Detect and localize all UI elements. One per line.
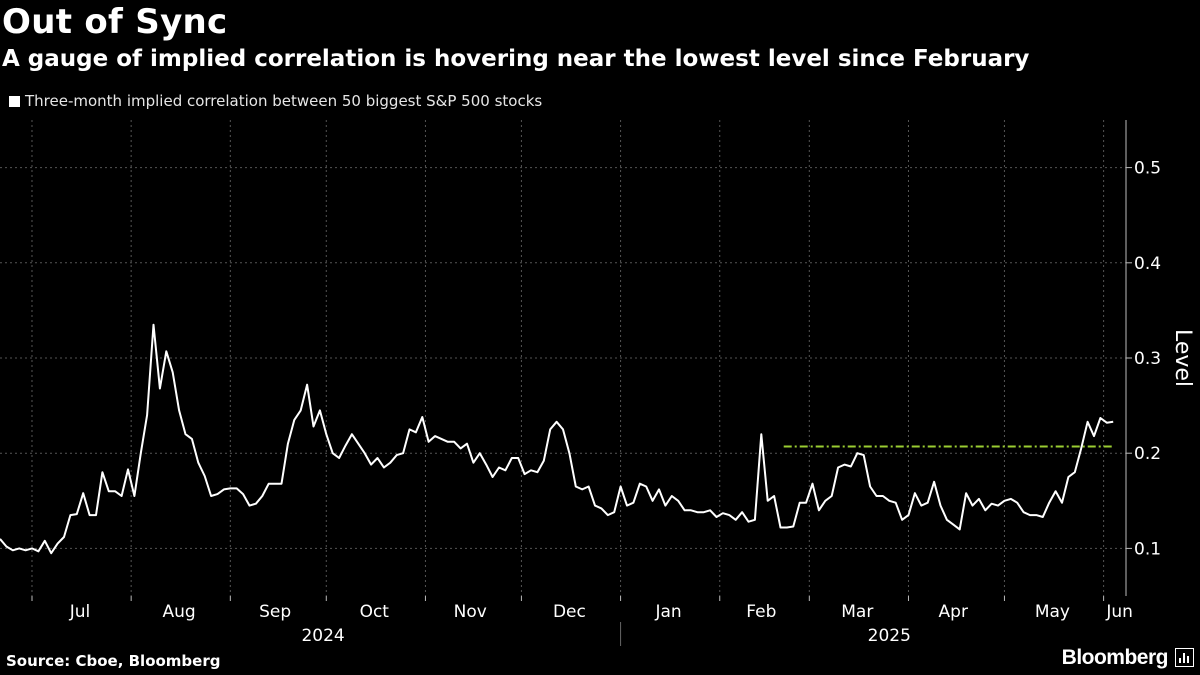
y-axis-title: Level xyxy=(1170,329,1195,387)
x-tick-label: Dec xyxy=(553,602,586,622)
y-tick-label: 0.4 xyxy=(1134,254,1161,274)
y-tick-label: 0.2 xyxy=(1134,444,1161,464)
chart-icon xyxy=(1175,648,1194,667)
x-tick-label: Sep xyxy=(259,602,291,622)
x-tick-label: Nov xyxy=(454,602,487,622)
series-line xyxy=(0,323,1114,555)
x-tick-label: Jan xyxy=(654,602,681,622)
x-tick-label: Mar xyxy=(841,602,873,622)
chart-subtitle: A gauge of implied correlation is hoveri… xyxy=(2,46,1030,72)
x-tick-label: Apr xyxy=(939,602,968,622)
x-year-label: 2025 xyxy=(868,626,911,646)
x-tick-label: Jul xyxy=(69,602,91,622)
x-year-label: 2024 xyxy=(301,626,344,646)
x-tick-label: Jun xyxy=(1105,602,1133,622)
brand-logo: Bloomberg xyxy=(1061,646,1169,669)
legend: Three-month implied correlation between … xyxy=(9,92,542,110)
x-tick-label: Aug xyxy=(163,602,196,622)
x-tick-label: Feb xyxy=(746,602,776,622)
chart-title: Out of Sync xyxy=(2,2,228,42)
x-tick-label: Oct xyxy=(360,602,390,622)
x-tick-label: May xyxy=(1035,602,1070,622)
legend-label: Three-month implied correlation between … xyxy=(25,92,543,110)
y-tick-label: 0.5 xyxy=(1134,159,1161,179)
source-note: Source: Cboe, Bloomberg xyxy=(6,652,221,670)
y-tick-label: 0.3 xyxy=(1134,349,1161,369)
legend-swatch xyxy=(9,95,20,107)
y-tick-label: 0.1 xyxy=(1134,539,1161,559)
